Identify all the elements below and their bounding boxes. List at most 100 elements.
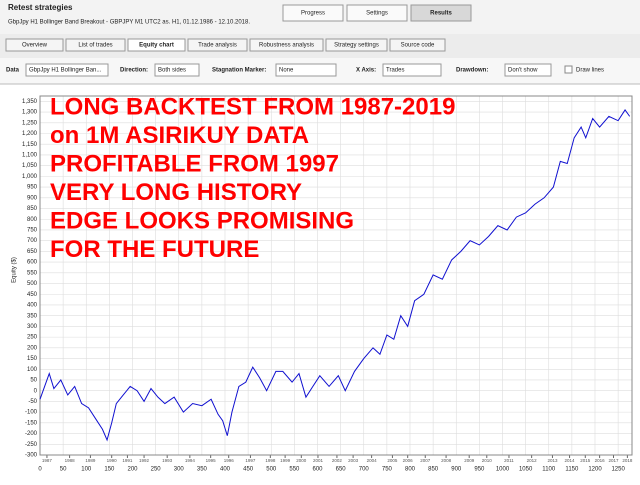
- tab-label[interactable]: Source code: [401, 43, 435, 49]
- select[interactable]: [382, 63, 442, 77]
- control-label: Stagnation Marker:: [212, 68, 266, 74]
- year-label: 2017: [608, 458, 619, 463]
- year-label: 1995: [206, 458, 217, 463]
- y-tick-label: 50: [30, 378, 37, 384]
- x-tick-label: 350: [197, 467, 208, 473]
- annotation: on 1M ASIRIKUY DATA: [50, 122, 309, 149]
- tab[interactable]: [325, 38, 388, 52]
- year-label: 2005: [387, 458, 398, 463]
- y-tick-label: 150: [27, 356, 38, 362]
- button-label[interactable]: Progress: [301, 11, 325, 17]
- select-value[interactable]: Trades: [386, 68, 404, 74]
- equity-line: [39, 109, 631, 442]
- x-tick-label: 750: [382, 467, 393, 473]
- tab-label[interactable]: Trade analysis: [198, 43, 237, 49]
- select-value[interactable]: None: [279, 68, 294, 74]
- year-label: 2000: [296, 458, 307, 463]
- year-label: 2008: [441, 458, 452, 463]
- y-tick-label: 0: [34, 388, 38, 394]
- y-tick-label: 250: [27, 335, 38, 341]
- annotation: FOR THE FUTURE: [50, 236, 259, 263]
- tab[interactable]: [127, 38, 186, 52]
- tab-label[interactable]: Overview: [22, 43, 48, 49]
- x-tick-label: 1150: [565, 467, 579, 473]
- x-tick-label: 50: [60, 467, 67, 473]
- y-tick-label: -300: [25, 453, 38, 459]
- x-tick-label: 200: [127, 467, 138, 473]
- select[interactable]: [275, 63, 337, 77]
- tab-label[interactable]: Strategy settings: [334, 43, 379, 49]
- select[interactable]: [154, 63, 200, 77]
- select[interactable]: [25, 63, 109, 77]
- tab-label[interactable]: List of trades: [78, 43, 112, 49]
- year-label: 2002: [332, 458, 343, 463]
- tab[interactable]: [5, 38, 64, 52]
- y-tick-label: 1,300: [22, 110, 38, 116]
- x-tick-label: 1200: [588, 467, 602, 473]
- year-label: 1991: [122, 458, 133, 463]
- select-value[interactable]: GbpJpy H1 Bollinger Ban...: [29, 68, 102, 74]
- year-label: 1990: [107, 458, 118, 463]
- year-label: 2006: [403, 458, 414, 463]
- button[interactable]: [410, 4, 472, 22]
- annotation: EDGE LOOKS PROMISING: [50, 207, 354, 234]
- tab[interactable]: [389, 38, 446, 52]
- year-label: 1992: [139, 458, 150, 463]
- y-tick-label: 1,150: [22, 142, 38, 148]
- year-label: 2016: [595, 458, 606, 463]
- tab-label[interactable]: Equity chart: [139, 43, 174, 49]
- year-label: 1987: [42, 458, 53, 463]
- y-tick-label: 500: [27, 281, 38, 287]
- year-label: 2013: [547, 458, 558, 463]
- y-axis-label: Equity ($): [12, 257, 18, 283]
- checkbox-label[interactable]: Draw lines: [576, 68, 604, 74]
- x-tick-label: 400: [220, 467, 231, 473]
- year-label: 1989: [85, 458, 96, 463]
- tab-label[interactable]: Robustness analysis: [259, 43, 314, 49]
- y-tick-label: -100: [25, 410, 38, 416]
- button[interactable]: [346, 4, 408, 22]
- x-tick-label: 700: [359, 467, 370, 473]
- tab[interactable]: [249, 38, 324, 52]
- y-tick-label: -250: [25, 442, 38, 448]
- tab[interactable]: [187, 38, 248, 52]
- y-tick-label: 800: [27, 217, 38, 223]
- y-tick-label: 200: [27, 345, 38, 351]
- x-tick-label: 600: [312, 467, 323, 473]
- year-label: 1998: [265, 458, 276, 463]
- x-tick-label: 1100: [542, 467, 556, 473]
- control-label: Data: [6, 68, 20, 74]
- year-label: 2018: [622, 458, 633, 463]
- y-tick-label: 1,000: [22, 174, 38, 180]
- y-tick-label: 750: [27, 228, 38, 234]
- checkbox[interactable]: [564, 65, 573, 74]
- year-label: 1994: [185, 458, 196, 463]
- button-label[interactable]: Settings: [366, 11, 388, 17]
- button[interactable]: [282, 4, 344, 22]
- select[interactable]: [504, 63, 552, 77]
- year-label: 1999: [280, 458, 291, 463]
- control-label: Drawdown:: [456, 68, 488, 74]
- y-tick-label: 700: [27, 238, 38, 244]
- x-tick-label: 300: [174, 467, 185, 473]
- window-title: Retest strategies: [8, 3, 73, 12]
- y-tick-label: 1,250: [22, 120, 38, 126]
- y-tick-label: 850: [27, 206, 38, 212]
- button-label[interactable]: Results: [430, 11, 452, 17]
- year-label: 2012: [527, 458, 538, 463]
- y-tick-label: -150: [25, 420, 38, 426]
- annotation: PROFITABLE FROM 1997: [50, 150, 339, 177]
- y-tick-label: 600: [27, 260, 38, 266]
- year-label: 2015: [580, 458, 591, 463]
- select-value[interactable]: Both sides: [158, 68, 186, 74]
- select-value[interactable]: Don't show: [508, 68, 538, 74]
- year-label: 1993: [162, 458, 173, 463]
- x-tick-label: 800: [405, 467, 416, 473]
- year-label: 1997: [245, 458, 256, 463]
- control-label: X Axis:: [356, 68, 376, 74]
- tab[interactable]: [65, 38, 126, 52]
- year-label: 2010: [482, 458, 493, 463]
- y-tick-label: 350: [27, 313, 38, 319]
- y-tick-label: 1,050: [22, 163, 38, 169]
